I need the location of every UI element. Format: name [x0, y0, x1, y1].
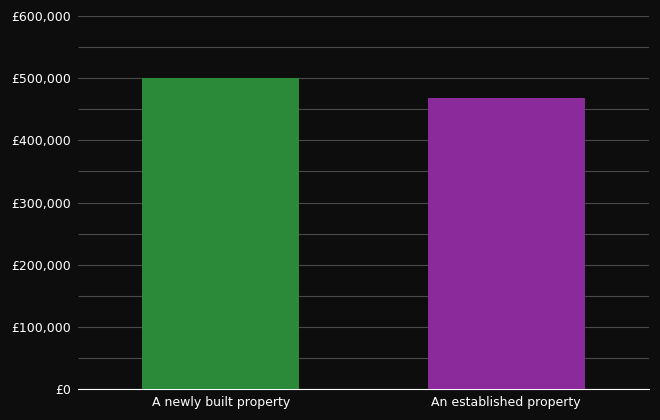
Bar: [428, 97, 585, 389]
Bar: [142, 78, 299, 389]
